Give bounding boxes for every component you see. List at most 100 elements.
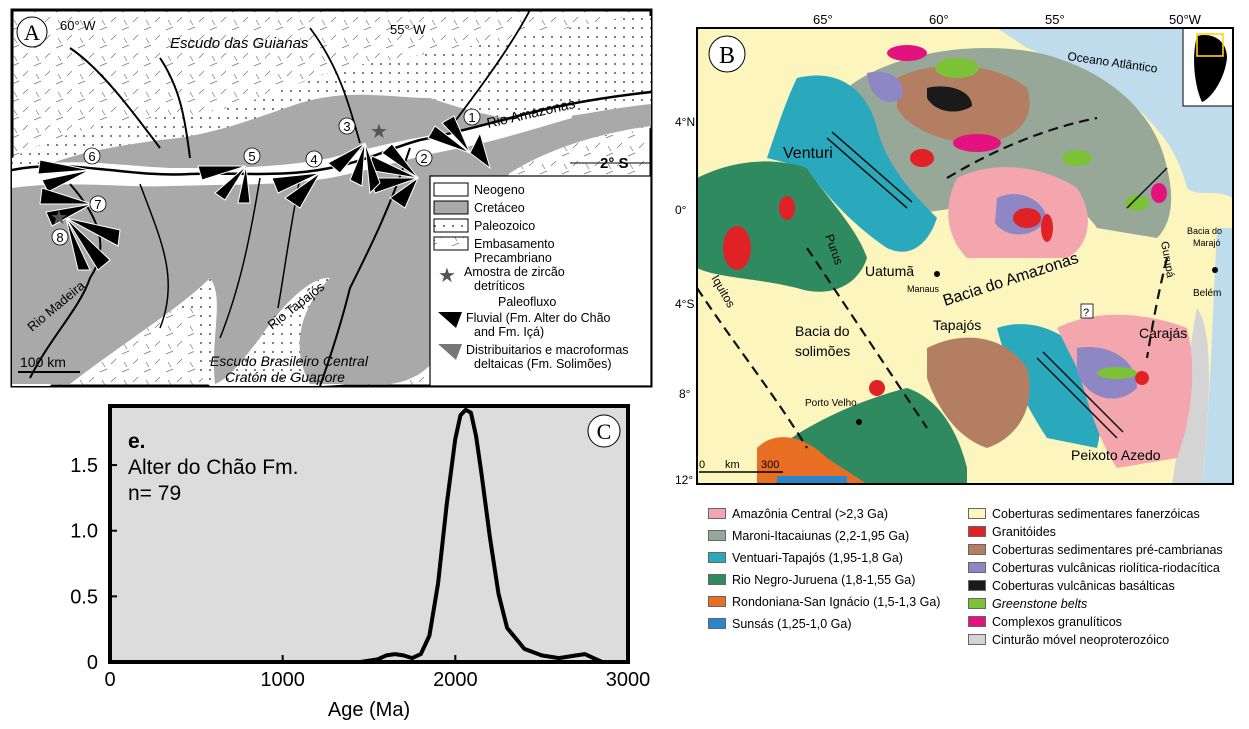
label-uatuma: Uatumã: [865, 263, 914, 279]
chart-annotation-n: n= 79: [128, 482, 181, 505]
label-tapajos: Tapajós: [933, 317, 981, 333]
legend-cretaceo: Cretáceo: [474, 201, 525, 215]
legend-b-label: Sunsás (1,25-1,0 Ga): [732, 617, 852, 631]
lon-60w: 60° W: [60, 18, 96, 33]
y-tick-label: 0: [87, 652, 98, 674]
label-bacia-marajo-1: Bacia do: [1187, 226, 1222, 236]
chart-annotation-formation: Alter do Chão Fm.: [128, 456, 298, 479]
label-belem: Belém: [1193, 288, 1221, 299]
legend-b-right-2: Coberturas sedimentares pré-cambrianas: [968, 542, 1223, 558]
river-north-3: [309, 27, 361, 144]
legend-fluvial-icon: [438, 312, 462, 328]
lon-50w: 50°W: [1169, 12, 1202, 27]
legend-b-label: Complexos granulíticos: [992, 615, 1122, 629]
y-tick-label: 1.5: [70, 455, 98, 477]
river-north-4: [449, 9, 531, 129]
swatch-greenstone: [968, 598, 986, 609]
lat-0: 0°: [675, 203, 687, 217]
lat-4n: 4°N: [675, 115, 695, 129]
label-escudo-guianas: Escudo das Guianas: [170, 35, 309, 52]
panel-a-map: ★ ★ 1 2 3 4 5 6 7 8 A 60° W 55° W 2° S E…: [10, 8, 653, 388]
legend-b-right-6: Complexos granulíticos: [968, 614, 1122, 630]
fan-4: [271, 172, 321, 209]
sunsas: [777, 476, 847, 484]
label-porto-velho: Porto Velho: [805, 398, 857, 409]
legend-b-label: Rio Negro-Juruena (1,8-1,55 Ga): [732, 573, 916, 587]
sample-star-3: ★: [370, 121, 388, 143]
legend-paleozoico: Paleozoico: [474, 219, 535, 233]
panel-b-frame: [696, 27, 1234, 485]
swatch-rondoniana: [708, 596, 726, 607]
legend-b-label: Coberturas sedimentares pré-cambrianas: [992, 543, 1223, 557]
legend-b-right-5: Greenstone belts: [968, 596, 1087, 612]
legend-neogeno: Neogeno: [474, 183, 525, 197]
label-craton: Cratón de Guapore: [225, 369, 345, 385]
swatch-cinturao: [968, 634, 986, 645]
swatch-vulc-rio: [968, 562, 986, 573]
inset-south-america: [1194, 34, 1227, 103]
x-tick-label: 1000: [260, 669, 305, 691]
lat-12: 12°: [675, 473, 693, 487]
legend-deltaic-icon: [438, 344, 462, 360]
panel-a-svg: ★ ★ 1 2 3 4 5 6 7 8 A 60° W 55° W 2° S E…: [10, 8, 653, 388]
swatch-granitoides: [968, 526, 986, 537]
panel-b-letter: B: [719, 43, 735, 69]
river-north-2: [69, 47, 161, 149]
volcanic-riolitic-3: [867, 71, 903, 102]
legend-detriticos: detríticos: [474, 279, 525, 293]
legend-paleofluxo: Paleofluxo: [498, 295, 556, 309]
site-6: 6: [88, 149, 95, 164]
label-escudo-brasileiro: Escudo Brasileiro Central: [210, 353, 369, 369]
legend-embasamento: Embasamento: [474, 237, 555, 251]
lon-65: 65°: [813, 12, 833, 27]
panel-c-svg: 0 1000 2000 3000 0 0.5 1.0 1.5 e. Alter do Chão…: [70, 404, 650, 721]
label-question: ?: [1083, 307, 1089, 319]
y-tick-label: 1.0: [70, 521, 98, 543]
granulitic-complexes: [887, 45, 1167, 203]
swatch-sedimentares-pre: [968, 544, 986, 555]
swatch-sedimentares-fan: [968, 508, 986, 519]
lon-55: 55°: [1045, 12, 1065, 27]
swatch-sunsas: [708, 618, 726, 629]
label-bacia-solimoes-2: solimões: [795, 343, 850, 359]
fan-6: [37, 159, 91, 193]
legend-b-right-3: Coberturas vulcânicas riolítica-riodacít…: [968, 560, 1220, 576]
swatch-rio-negro: [708, 574, 726, 585]
legend-b-label: Ventuari-Tapajós (1,95-1,8 Ga): [732, 551, 903, 565]
chart-series-line: [360, 407, 603, 664]
granitoids: [723, 149, 1149, 396]
fan-5: [197, 165, 251, 204]
site-7: 7: [94, 197, 101, 212]
chart-annotation-e: e.: [128, 430, 146, 453]
scale-b-zero: 0: [699, 459, 705, 471]
ocean-south: [1202, 228, 1233, 484]
neogene-strip: [12, 106, 572, 188]
legend-b-label: Amazônia Central (>2,3 Ga): [732, 507, 888, 521]
river-south-1: [219, 177, 261, 339]
legend-b-label: Coberturas vulcânicas riolítica-riodacít…: [992, 561, 1220, 575]
fault-lines: [826, 131, 1168, 439]
precambrian-sedimentary-south: [927, 337, 1030, 448]
legend-b-left-4: Rondoniana-San Ignácio (1,5-1,3 Ga): [708, 594, 940, 610]
rio-madeira: [29, 183, 102, 379]
legend-b-right-1: Granitóides: [968, 524, 1056, 540]
chart-plot-area: [108, 404, 630, 664]
chart-ticks: 0 1000 2000 3000 0 0.5 1.0 1.5: [70, 455, 650, 691]
legend-b-left-3: Rio Negro-Juruena (1,8-1,55 Ga): [708, 572, 915, 588]
legend-fluvial-2: and Fm. Içá): [474, 325, 544, 339]
panel-a-legend: Neogeno Cretáceo Paleozoico Embasamento …: [429, 175, 652, 387]
lat-8: 8°: [679, 387, 691, 401]
label-bacia-solimoes-1: Bacia do: [795, 323, 850, 339]
legend-star-icon: ★: [438, 265, 456, 287]
legend-b-label: Maroni-Itacaiunas (2,2-1,95 Ga): [732, 529, 910, 543]
swatch-ventuari: [708, 552, 726, 563]
panel-b-svg: 65° 60° 55° 50°W 4°N 0° 4°S 8° 12°: [675, 12, 1234, 487]
scale-b-unit: km: [725, 459, 740, 471]
legend-precambriano: Precambriano: [474, 251, 552, 265]
legend-b-label: Cinturão móvel neoproterozóico: [992, 633, 1170, 647]
fan-8: [65, 217, 121, 271]
x-tick-label: 3000: [606, 669, 651, 691]
site-1: 1: [468, 110, 475, 125]
site-3: 3: [343, 119, 350, 134]
ventuari-tapajos-north: [767, 75, 937, 252]
